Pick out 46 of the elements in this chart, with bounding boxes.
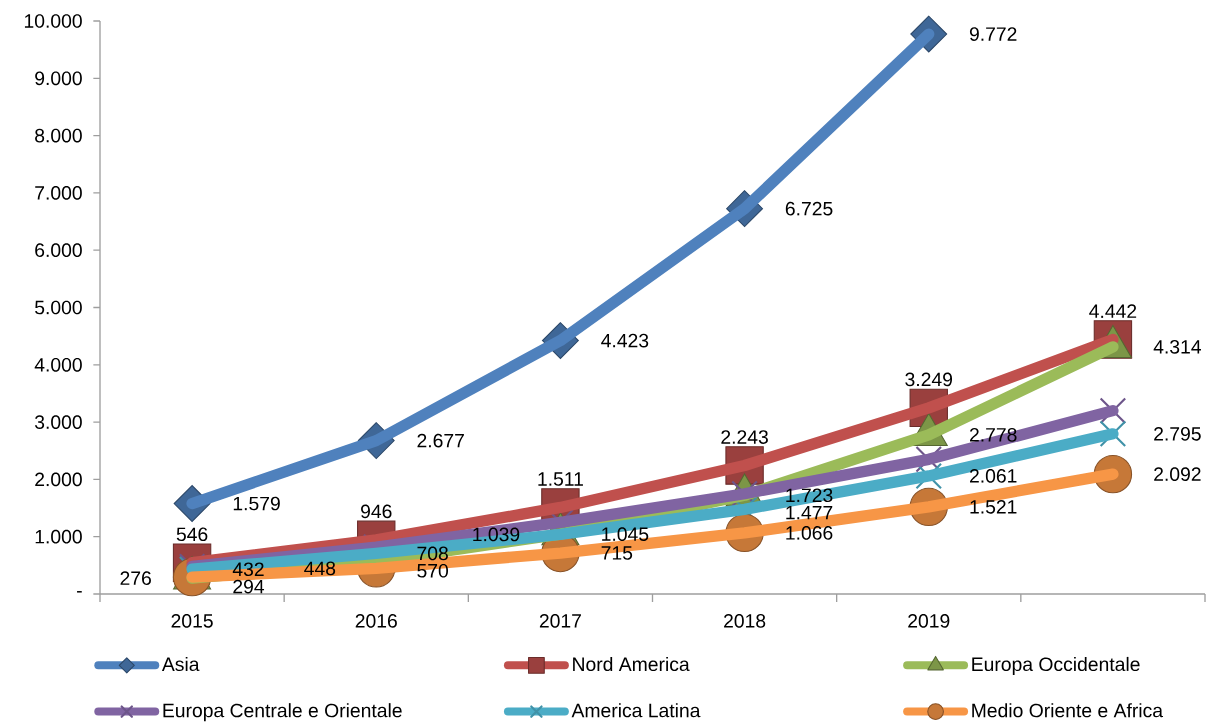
legend-label: Europa Centrale e Orientale [163, 703, 402, 722]
data-label: 2.677 [417, 433, 464, 448]
x-tick-label: 2019 [908, 614, 950, 628]
data-label: 1.066 [786, 526, 833, 540]
x-tick-label: 2015 [171, 614, 213, 628]
y-tick-label: 3.000 [34, 415, 82, 429]
y-tick-label: 8.000 [35, 128, 82, 143]
y-tick-label: 2.000 [35, 472, 82, 487]
data-label: 2.243 [721, 430, 768, 444]
y-tick-label: 7.000 [35, 186, 82, 200]
data-label: 2.092 [1154, 467, 1201, 481]
x-tick-label: 2018 [724, 614, 766, 628]
y-tick-label: 10.000 [24, 14, 82, 28]
data-label: 6.725 [785, 201, 833, 216]
y-tick-label: 9.000 [35, 71, 82, 86]
legend-label: America Latina [571, 703, 701, 718]
y-tick-label: 6.000 [35, 243, 82, 258]
data-label: 946 [361, 504, 392, 519]
data-label: 4.442 [1089, 304, 1137, 318]
x-tick-label: 2017 [539, 614, 581, 628]
data-label: 4.423 [601, 333, 649, 348]
data-label: 1.477 [786, 505, 833, 520]
y-tick-label: - [77, 591, 82, 593]
data-label: 294 [233, 579, 265, 594]
legend-label: Nord America [573, 656, 690, 672]
data-label: 1.039 [473, 527, 520, 542]
x-tick-label: 2016 [355, 614, 397, 628]
data-label: 1.045 [602, 527, 649, 541]
data-label: 276 [120, 571, 151, 586]
legend-label: Medio Oriente e Africa [972, 703, 1164, 718]
data-label: 546 [176, 527, 208, 542]
data-label: 1.511 [538, 472, 583, 486]
data-label: 1.723 [786, 488, 833, 503]
legend-label: Asia [161, 656, 200, 672]
legend-label: Europa Occidentale [972, 656, 1140, 675]
y-tick-label: 1.000 [35, 529, 82, 544]
data-label: 2.795 [1154, 426, 1201, 441]
data-label: 1.521 [970, 499, 1017, 514]
data-label: 1.579 [233, 496, 280, 511]
y-tick-label: 5.000 [35, 300, 82, 315]
data-label: 4.314 [1153, 339, 1201, 354]
data-label: 2.061 [970, 469, 1017, 483]
data-label: 9.772 [969, 27, 1017, 41]
data-label: 3.249 [905, 372, 953, 387]
data-label: 448 [304, 561, 336, 576]
y-tick-label: 4.000 [34, 357, 82, 372]
